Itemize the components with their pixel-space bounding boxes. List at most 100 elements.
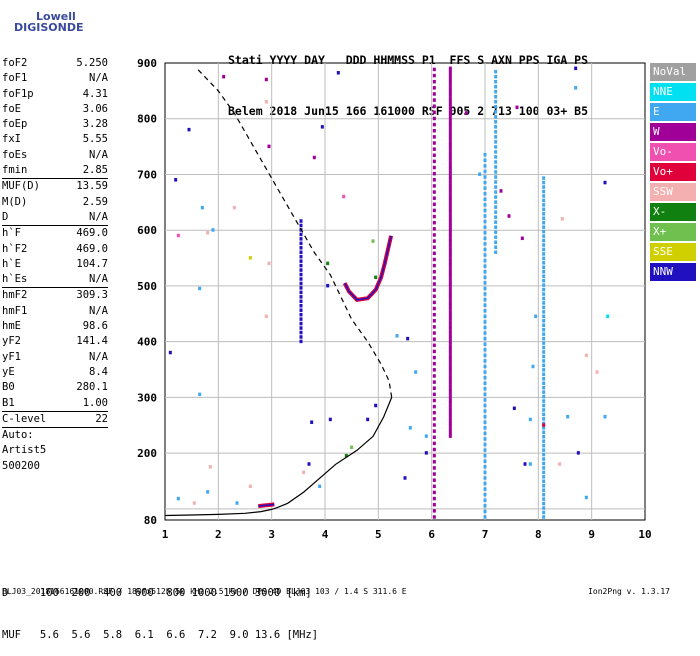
echo-point: [483, 208, 487, 213]
echo-point: [299, 246, 303, 250]
lowell-digisonde-logo: Lowell DIGISONDE: [2, 4, 83, 38]
echo-point: [350, 445, 354, 450]
echo-point: [448, 133, 452, 137]
scaled-parameters-panel: foF2 5.250 foF1 N/A foF1p 4.31 foE 3.06 foEp 3.28…: [2, 56, 108, 474]
echo-point: [542, 216, 546, 220]
echo-point: [448, 86, 452, 91]
echo-point: [494, 150, 498, 154]
param-row: hmF2 309.3: [2, 288, 108, 303]
echo-point: [542, 265, 546, 270]
param-name: yF1: [2, 350, 21, 363]
param-value: N/A: [89, 273, 108, 286]
echo-point: [448, 387, 452, 392]
echo-point: [448, 190, 452, 194]
echo-point: [448, 66, 452, 71]
echo-point: [494, 160, 498, 164]
echo-point: [432, 312, 436, 317]
echo-point: [603, 414, 607, 419]
echo-point: [542, 256, 546, 261]
echo-point: [448, 320, 452, 325]
echo-point: [448, 303, 452, 308]
echo-point: [366, 417, 370, 422]
echo-point: [299, 277, 303, 281]
echo-point: [558, 462, 562, 466]
echo-point: [432, 165, 436, 170]
echo-point: [448, 277, 452, 281]
x-tick-label: 7: [482, 528, 489, 541]
echo-point: [542, 247, 546, 252]
echo-point: [499, 189, 503, 193]
param-row: hmF1 N/A: [2, 304, 108, 319]
echo-point: [299, 290, 303, 295]
param-row: 500200: [2, 459, 108, 474]
y-tick-label: 600: [137, 224, 157, 237]
param-value: 2.85: [82, 164, 108, 177]
echo-point: [424, 434, 428, 438]
param-value: N/A: [89, 72, 108, 85]
param-value: 280.1: [76, 381, 108, 394]
echo-point: [483, 459, 487, 463]
echo-point: [448, 273, 452, 278]
echo-point: [483, 498, 487, 502]
echo-point: [432, 67, 436, 72]
echo-point: [494, 165, 498, 169]
echo-point: [432, 98, 436, 102]
echo-point: [528, 417, 532, 422]
param-name: h`Es: [2, 273, 28, 286]
echo-point: [483, 180, 487, 185]
echo-point: [448, 297, 452, 301]
echo-point: [432, 171, 436, 176]
echo-point: [483, 392, 487, 397]
echo-point: [542, 354, 546, 359]
echo-point: [483, 375, 487, 380]
echo-point: [432, 208, 436, 213]
param-row: foEs N/A: [2, 148, 108, 163]
echo-point: [299, 268, 303, 272]
param-name: foF1p: [2, 87, 34, 100]
echo-point: [448, 116, 452, 121]
echo-point: [483, 442, 487, 447]
echo-point: [432, 466, 436, 470]
echo-point: [494, 105, 498, 109]
param-value: 469.0: [76, 242, 108, 255]
param-name: foE: [2, 102, 21, 115]
echo-point: [494, 210, 498, 214]
echo-point: [248, 256, 252, 260]
echo-point: [448, 354, 452, 358]
echo-point: [494, 145, 498, 149]
param-row: foF2 5.250: [2, 56, 108, 71]
echo-point: [432, 251, 436, 256]
echo-point: [299, 232, 303, 237]
param-value: 2.59: [82, 195, 108, 208]
echo-point: [448, 173, 452, 178]
plot-frame: [164, 62, 646, 521]
legend-item: W: [650, 123, 696, 141]
echo-point: [448, 424, 452, 428]
echo-point: [483, 353, 487, 358]
echo-point: [483, 348, 487, 352]
param-row: C-level 22: [2, 412, 108, 427]
echo-point: [483, 303, 487, 307]
echo-point: [448, 220, 452, 224]
param-row: foEp 3.28: [2, 117, 108, 132]
param-name: B0: [2, 381, 15, 394]
echo-point: [448, 237, 452, 241]
echo-point: [432, 178, 436, 182]
x-tick-label: 9: [588, 528, 595, 541]
param-row: foF1 N/A: [2, 71, 108, 86]
echo-point: [302, 470, 306, 475]
echo-point: [542, 359, 546, 363]
echo-point: [483, 175, 487, 179]
echo-point: [299, 299, 303, 304]
y-tick-label: 500: [137, 280, 157, 293]
echo-point: [494, 235, 498, 239]
echo-point: [542, 198, 546, 203]
echo-point: [432, 380, 436, 384]
echo-point: [542, 332, 546, 336]
param-value: 22: [95, 412, 108, 425]
echo-point: [432, 257, 436, 262]
echo-point: [448, 407, 452, 412]
echo-point: [494, 155, 498, 159]
echo-point: [542, 381, 546, 385]
echo-point: [483, 509, 487, 514]
